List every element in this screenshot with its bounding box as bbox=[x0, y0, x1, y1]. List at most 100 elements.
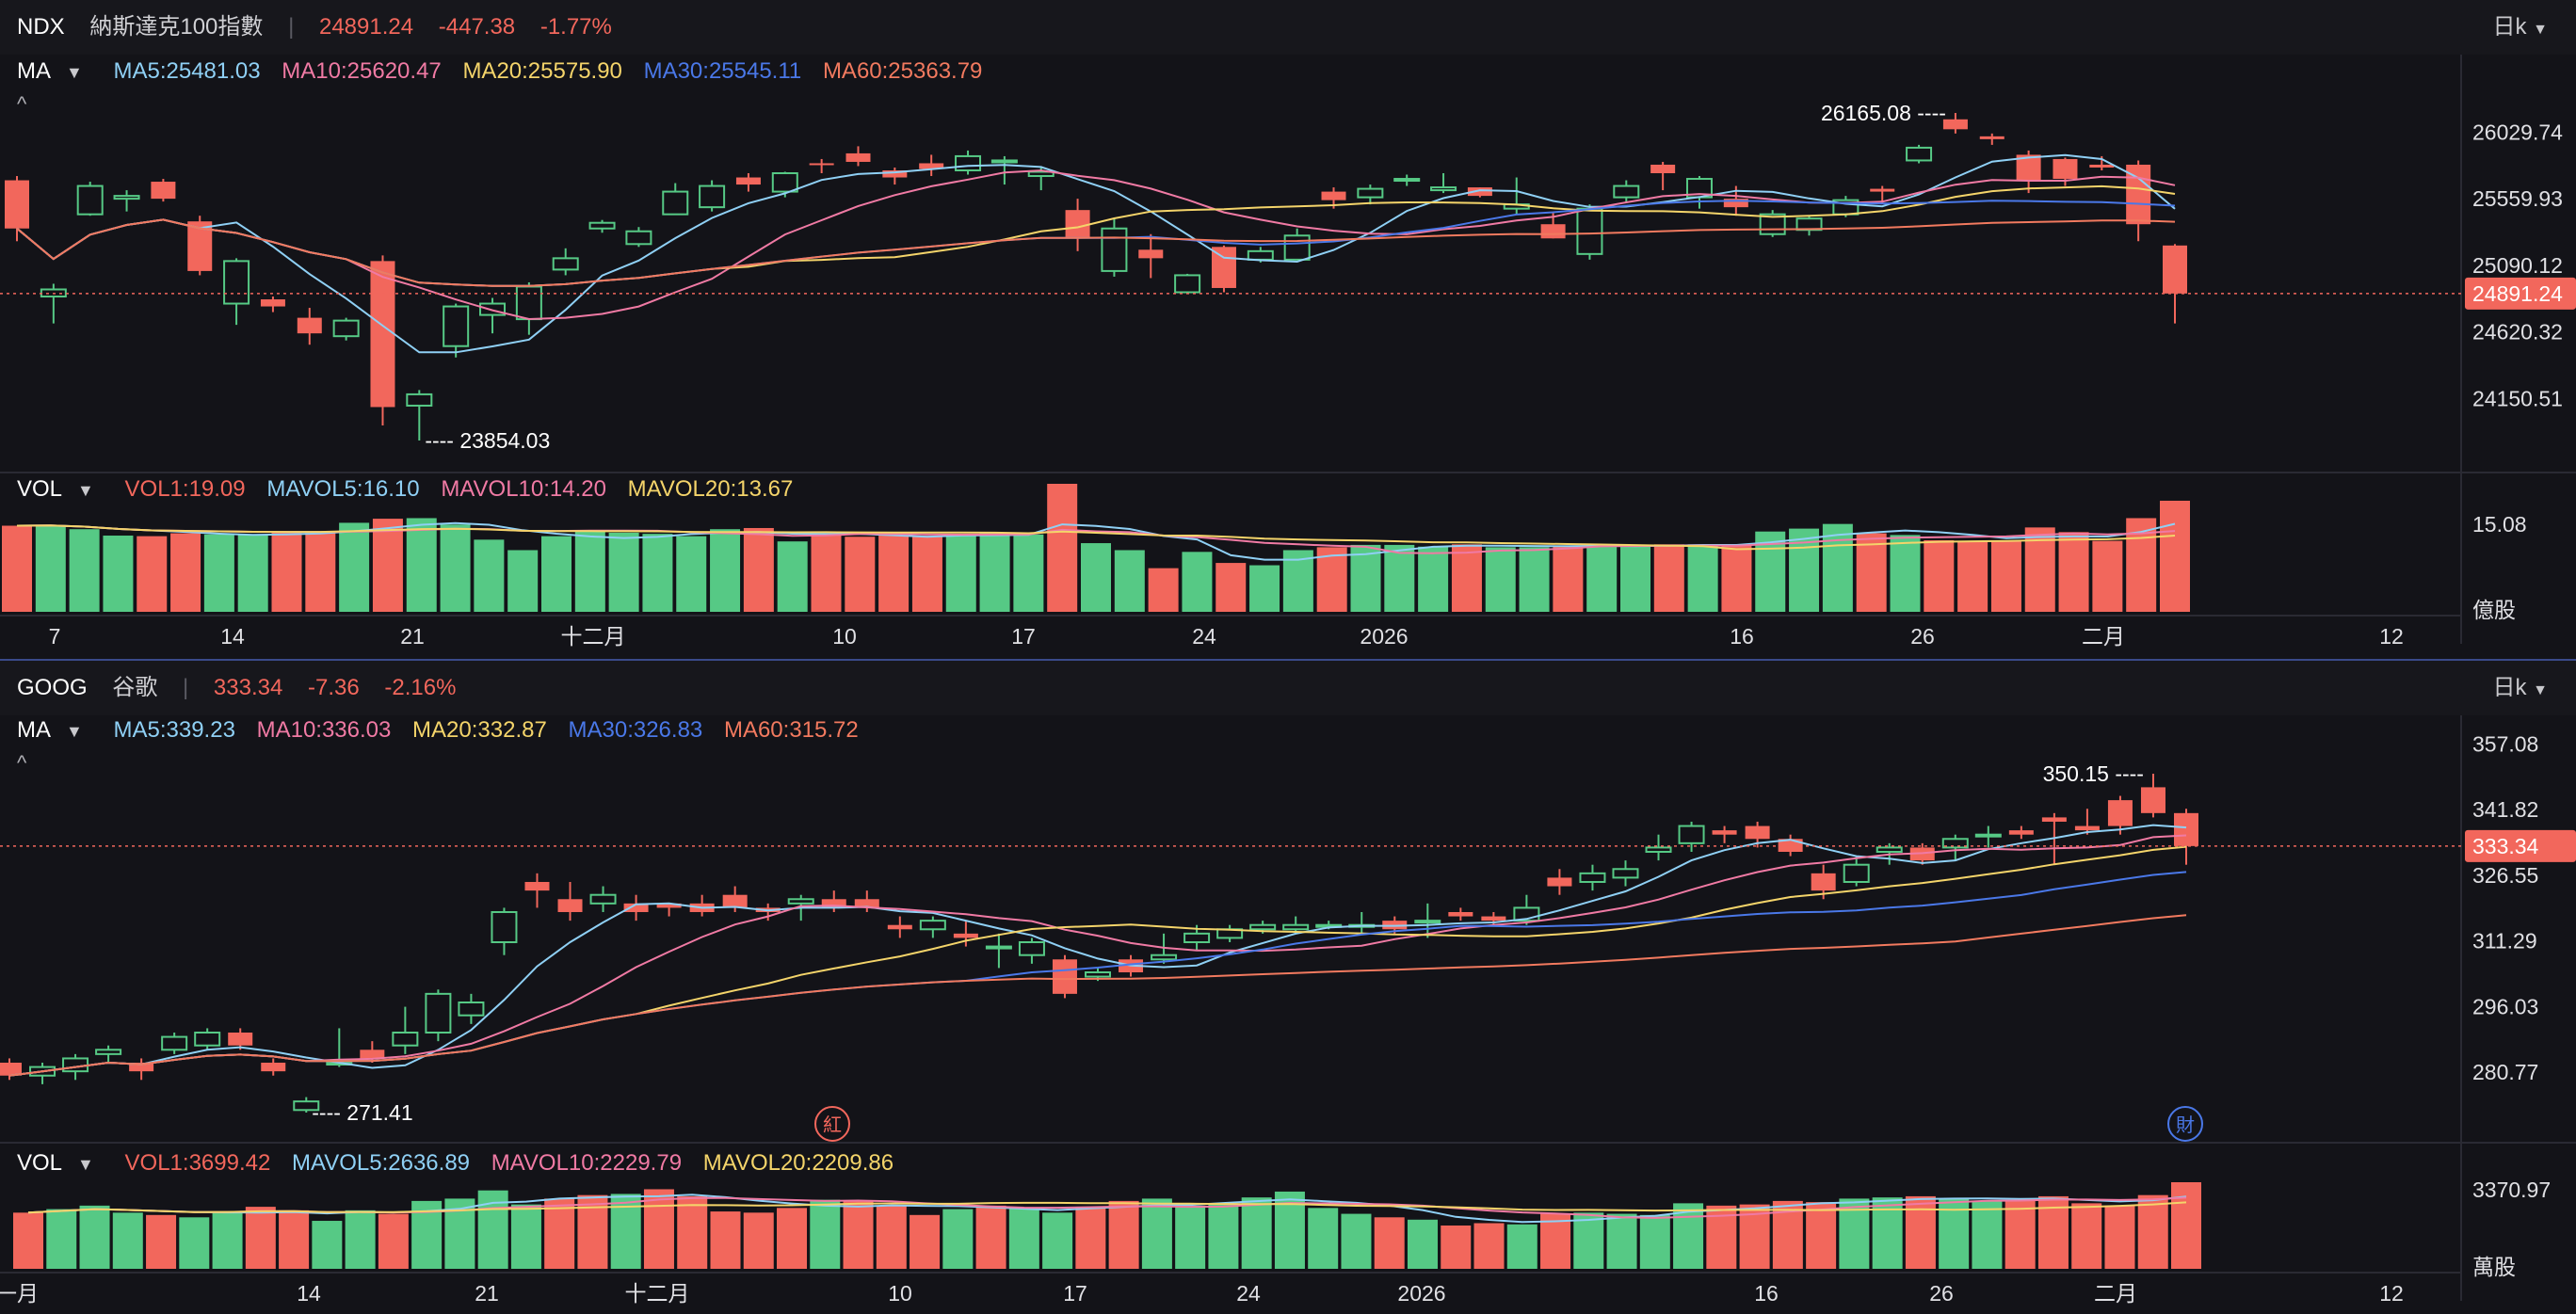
chevron-down-icon[interactable]: ▼ bbox=[77, 481, 94, 500]
volume-bar bbox=[743, 527, 774, 612]
chevron-down-icon[interactable]: ▼ bbox=[66, 722, 83, 741]
y-axis-tick-label: 24620.32 bbox=[2472, 320, 2563, 345]
volume-bar bbox=[1540, 1213, 1571, 1269]
pane-divider[interactable] bbox=[0, 659, 2576, 661]
period-selector[interactable]: 日k ▼ bbox=[2492, 661, 2548, 715]
volume-bar bbox=[1374, 1217, 1405, 1269]
candle-body bbox=[1247, 249, 1274, 261]
dividend-marker-text: 紅 bbox=[823, 1114, 842, 1136]
dividend-marker-ring bbox=[814, 1106, 850, 1142]
candle-body bbox=[524, 881, 550, 891]
mavol20-value: MAVOL20:2209.86 bbox=[702, 1150, 894, 1176]
volume-bar bbox=[35, 524, 66, 612]
ma10-value: MA10:25620.47 bbox=[282, 58, 442, 84]
candle-body bbox=[557, 899, 583, 912]
volume-bar bbox=[876, 1205, 907, 1269]
volume-bar bbox=[2071, 1203, 2102, 1269]
candle-body bbox=[443, 305, 470, 347]
period-selector[interactable]: 日k ▼ bbox=[2492, 0, 2548, 55]
candle-body bbox=[113, 195, 140, 200]
collapse-icon[interactable]: ^ bbox=[17, 751, 27, 775]
y-axis-tick-label: 25559.93 bbox=[2472, 186, 2563, 211]
symbol-label[interactable]: NDX bbox=[17, 14, 65, 40]
candle-body bbox=[95, 1049, 122, 1055]
chevron-down-icon[interactable]: ▼ bbox=[66, 63, 83, 82]
volume-bar bbox=[507, 550, 539, 612]
volume-bar bbox=[79, 1205, 110, 1269]
symbol-label[interactable]: GOOG bbox=[17, 675, 88, 700]
ma20-value: MA20:25575.90 bbox=[462, 58, 622, 84]
ma-legend: MA ▼ MA5:339.23 MA10:336.03 MA20:332.87 M… bbox=[17, 713, 874, 747]
volume-bar bbox=[810, 1199, 841, 1269]
candle-body bbox=[2089, 164, 2115, 168]
vol-indicator-label[interactable]: VOL bbox=[17, 476, 63, 502]
header-separator: | bbox=[183, 675, 189, 700]
ma-legend: MA ▼ MA5:25481.03 MA10:25620.47 MA20:2557… bbox=[17, 55, 997, 88]
volume-bar bbox=[312, 1221, 343, 1269]
volume-bar bbox=[574, 531, 605, 612]
candle-body bbox=[151, 182, 176, 200]
x-axis-tick-label: 16 bbox=[1730, 624, 1754, 649]
candle-body bbox=[2163, 245, 2187, 294]
volume-bar bbox=[945, 535, 976, 612]
collapse-icon[interactable]: ^ bbox=[17, 92, 27, 116]
candle-body bbox=[1183, 932, 1211, 943]
candle-body bbox=[1018, 940, 1045, 956]
candle-body bbox=[161, 1035, 188, 1051]
candle-body bbox=[406, 393, 433, 407]
volume-bar bbox=[845, 537, 876, 612]
candle-body bbox=[260, 299, 285, 307]
volume-bar bbox=[1141, 1198, 1172, 1269]
volume-bar bbox=[1586, 544, 1618, 612]
volume-bar bbox=[510, 1204, 541, 1269]
mavol10-value: MAVOL10:14.20 bbox=[441, 476, 606, 502]
volume-bar bbox=[1148, 568, 1179, 612]
price-change: -447.38 bbox=[438, 14, 516, 40]
vol-indicator-label[interactable]: VOL bbox=[17, 1150, 63, 1176]
mavol5-value: MAVOL5:16.10 bbox=[266, 476, 420, 502]
ma5-value: MA5:339.23 bbox=[113, 717, 235, 743]
candle-body bbox=[491, 910, 518, 943]
x-axis-tick-label: 21 bbox=[400, 624, 425, 649]
volume-bar bbox=[643, 1189, 674, 1269]
x-axis-tick-label: 10 bbox=[832, 624, 857, 649]
volume-bar bbox=[1721, 545, 1752, 612]
candle-body bbox=[771, 172, 798, 193]
volume-bar bbox=[910, 1214, 941, 1269]
candle-body bbox=[1942, 119, 1968, 130]
ma-indicator-label[interactable]: MA bbox=[17, 717, 51, 743]
volume-bar bbox=[1687, 544, 1718, 612]
x-axis-tick-label: 24 bbox=[1192, 624, 1216, 649]
candle-body bbox=[1448, 911, 1473, 917]
candle-body bbox=[1357, 187, 1384, 199]
period-label: 日k bbox=[2492, 675, 2527, 700]
volume-bar bbox=[1485, 547, 1516, 612]
volume-bar bbox=[212, 1211, 243, 1269]
period-label: 日k bbox=[2492, 14, 2527, 40]
volume-bar bbox=[1606, 1213, 1637, 1269]
volume-bar bbox=[777, 541, 808, 612]
x-axis-tick-label: 十二月 bbox=[625, 1281, 690, 1306]
instrument-name: 谷歌 bbox=[112, 675, 158, 700]
volume-bar bbox=[1905, 1195, 1936, 1269]
earnings-marker[interactable]: 財 bbox=[2167, 1106, 2203, 1142]
earnings-marker-ring bbox=[2167, 1106, 2203, 1142]
chevron-down-icon[interactable]: ▼ bbox=[77, 1155, 94, 1174]
candle-body bbox=[297, 317, 322, 334]
candle-body bbox=[293, 1100, 320, 1112]
volume-bar bbox=[2, 525, 32, 612]
vol-legend: VOL ▼ VOL1:3699.42 MAVOL5:2636.89 MAVOL10… bbox=[17, 1146, 909, 1180]
ma5-line bbox=[16, 153, 2176, 354]
dividend-marker[interactable]: 紅 bbox=[814, 1106, 850, 1142]
x-axis-tick-label: 17 bbox=[1063, 1281, 1087, 1306]
candle-body bbox=[1843, 863, 1870, 883]
candle-body bbox=[2074, 825, 2100, 831]
volume-bar bbox=[710, 1211, 741, 1269]
candle-body bbox=[370, 261, 395, 408]
candle-body bbox=[1085, 970, 1111, 978]
volume-bar bbox=[1208, 1203, 1239, 1269]
volume-bar bbox=[1639, 1214, 1670, 1269]
ma-indicator-label[interactable]: MA bbox=[17, 58, 51, 84]
volume-bar bbox=[608, 532, 639, 612]
